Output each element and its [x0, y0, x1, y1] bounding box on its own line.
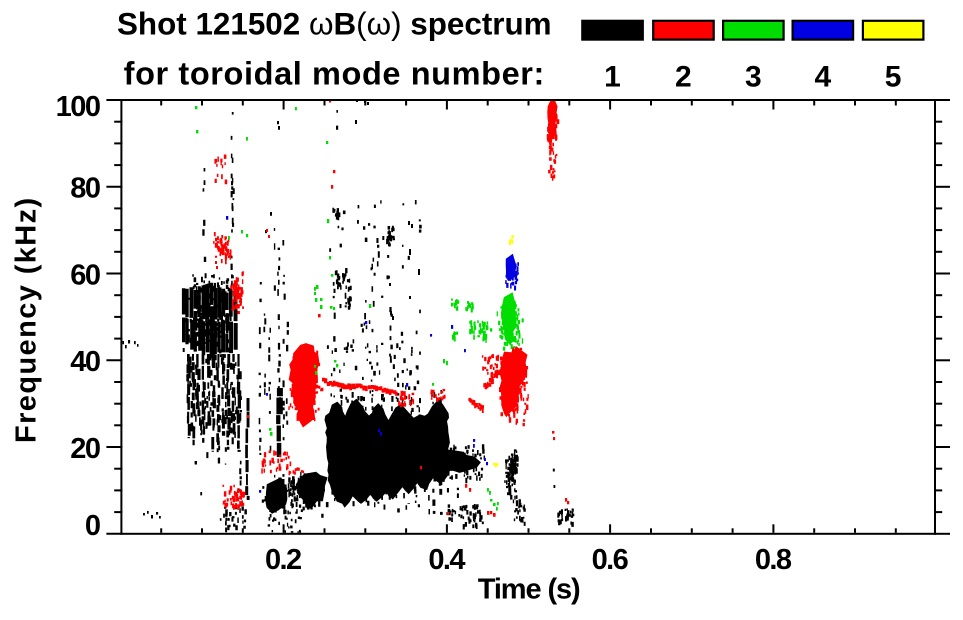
- svg-text:4: 4: [814, 61, 831, 94]
- svg-text:80: 80: [70, 173, 100, 205]
- svg-text:Time (s): Time (s): [478, 574, 580, 606]
- svg-text:3: 3: [745, 61, 762, 94]
- svg-text:100: 100: [56, 91, 100, 123]
- svg-text:0.8: 0.8: [755, 544, 792, 576]
- svg-text:0.6: 0.6: [592, 544, 629, 576]
- svg-text:0: 0: [85, 510, 100, 542]
- svg-text:0.4: 0.4: [428, 544, 465, 576]
- svg-text:20: 20: [70, 433, 100, 465]
- svg-text:2: 2: [675, 61, 692, 94]
- svg-text:for toroidal mode number:: for toroidal mode number:: [124, 56, 545, 92]
- svg-text:60: 60: [70, 259, 100, 291]
- svg-text:1: 1: [604, 61, 621, 94]
- svg-text:5: 5: [885, 61, 902, 94]
- svg-text:Frequency (kHz): Frequency (kHz): [11, 196, 43, 443]
- svg-text:Shot 121502 ωB(ω) spectrum: Shot 121502 ωB(ω) spectrum: [117, 7, 552, 42]
- svg-text:40: 40: [70, 346, 100, 378]
- svg-text:0.2: 0.2: [265, 544, 301, 576]
